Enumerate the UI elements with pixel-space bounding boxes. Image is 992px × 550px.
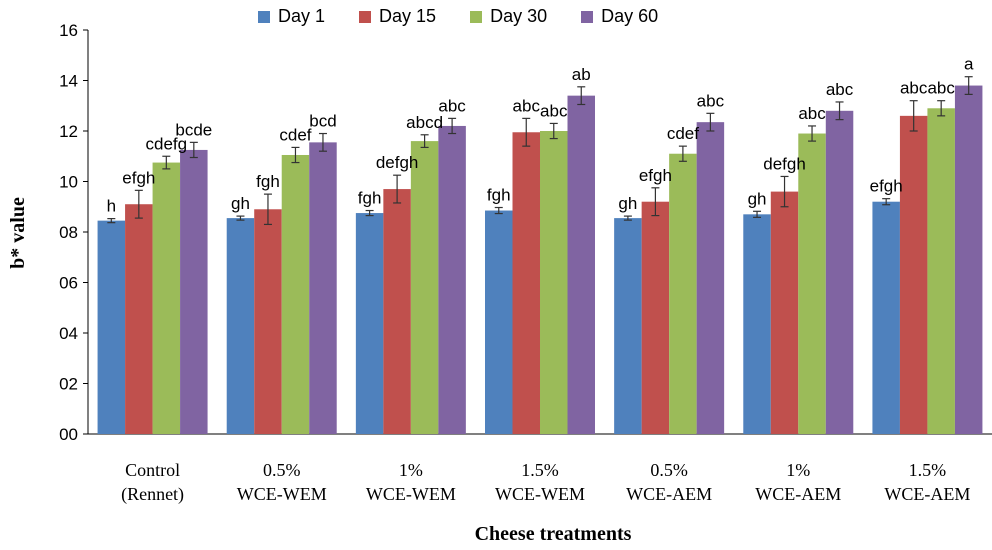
x-tick-label: WCE-WEM	[495, 484, 585, 504]
y-tick-label: 02	[59, 375, 78, 394]
significance-letter: fgh	[358, 189, 382, 208]
legend-label: Day 1	[278, 6, 326, 26]
significance-letter: ab	[572, 65, 591, 84]
significance-letter: efgh	[639, 166, 672, 185]
legend-item: Day 60	[581, 6, 658, 27]
y-tick-label: 16	[59, 21, 78, 40]
x-tick-label: (Rennet)	[121, 484, 184, 505]
bar	[899, 115, 928, 434]
x-axis-label: Cheese treatments	[475, 523, 632, 545]
significance-letter: gh	[618, 194, 637, 213]
x-tick-label: WCE-WEM	[237, 484, 327, 504]
significance-letter: defgh	[763, 154, 806, 173]
x-tick-label: Control	[125, 460, 180, 480]
bar	[927, 108, 955, 435]
y-tick-label: 10	[59, 173, 78, 192]
axes: 00 02 04 06 08 10 12 14 16 Control (Rennet) 0.5% WCE…	[59, 21, 992, 505]
significance-letter: a	[964, 55, 974, 74]
significance-letter: gh	[748, 189, 767, 208]
bar	[309, 142, 337, 435]
legend-swatch	[470, 10, 483, 23]
significance-letter: abc	[513, 96, 541, 115]
legend-item: Day 15	[359, 6, 436, 27]
bar	[97, 220, 126, 434]
legend-swatch	[359, 10, 372, 23]
y-tick-label: 14	[59, 72, 78, 91]
significance-letter: cdef	[667, 124, 699, 143]
significance-letter: abc	[540, 101, 568, 120]
significance-letter: abc	[900, 79, 928, 98]
significance-letter: abc	[927, 79, 955, 98]
y-tick-label: 12	[59, 122, 78, 141]
significance-letter: h	[107, 197, 116, 216]
significance-letter: defgh	[376, 153, 419, 172]
y-tick-label: 04	[59, 324, 78, 343]
bar	[485, 210, 513, 434]
bar	[254, 209, 282, 434]
bar	[743, 214, 771, 434]
significance-letter: efgh	[870, 177, 903, 196]
bar	[614, 218, 642, 434]
bar	[438, 125, 466, 434]
bar	[669, 153, 697, 434]
significance-letter: efgh	[122, 168, 155, 187]
significance-letter: abc	[826, 80, 854, 99]
bar	[567, 95, 595, 435]
y-axis-label: b* value	[7, 197, 29, 269]
bar	[180, 149, 208, 434]
legend-item: Day 30	[470, 6, 547, 27]
x-tick-label: WCE-AEM	[626, 484, 712, 504]
bar	[872, 201, 900, 434]
legend-swatch	[258, 10, 270, 23]
legend: Day 1 Day 15 Day 30 Day 60	[258, 6, 658, 27]
significance-letter: abc	[438, 96, 466, 115]
bar	[540, 131, 568, 434]
legend-label: Day 30	[490, 6, 548, 26]
significance-letter: fgh	[487, 186, 511, 205]
bar	[825, 110, 854, 435]
bar	[152, 162, 181, 434]
significance-letter: bcd	[309, 112, 336, 131]
bar	[125, 204, 153, 434]
bar	[696, 122, 725, 434]
x-tick-label: 1.5%	[909, 460, 947, 480]
significance-letter: abc	[798, 104, 826, 123]
bar	[512, 132, 540, 434]
x-tick-label: WCE-WEM	[366, 484, 456, 504]
bar	[798, 133, 826, 434]
bar	[281, 154, 310, 435]
bar	[770, 191, 799, 434]
bar	[641, 201, 670, 434]
significance-letter: abc	[697, 91, 725, 110]
x-tick-label: 0.5%	[650, 460, 688, 480]
y-tick-label: 06	[59, 274, 78, 293]
bar	[226, 218, 255, 434]
significance-letter: abcd	[406, 113, 443, 132]
bar	[410, 141, 439, 434]
bar	[355, 213, 384, 434]
significance-letter: gh	[231, 194, 250, 213]
x-tick-label: 0.5%	[263, 460, 301, 480]
bars	[97, 76, 983, 435]
significance-letter: cdefg	[146, 134, 188, 153]
bar	[954, 85, 983, 435]
legend-item: Day 1	[258, 6, 325, 27]
legend-label: Day 60	[601, 6, 659, 26]
bar	[383, 189, 411, 434]
x-tick-label: WCE-AEM	[884, 484, 970, 504]
y-tick-label: 00	[59, 425, 78, 444]
legend-label: Day 15	[379, 6, 437, 26]
legend-swatch	[581, 10, 594, 23]
x-tick-label: WCE-AEM	[755, 484, 841, 504]
x-tick-label: 1%	[786, 460, 810, 480]
x-tick-label: 1.5%	[521, 460, 559, 480]
x-tick-label: 1%	[399, 460, 423, 480]
significance-letter: cdef	[279, 125, 311, 144]
significance-letter: fgh	[256, 172, 280, 191]
significance-letter: bcde	[175, 120, 212, 139]
y-tick-label: 08	[59, 223, 78, 242]
